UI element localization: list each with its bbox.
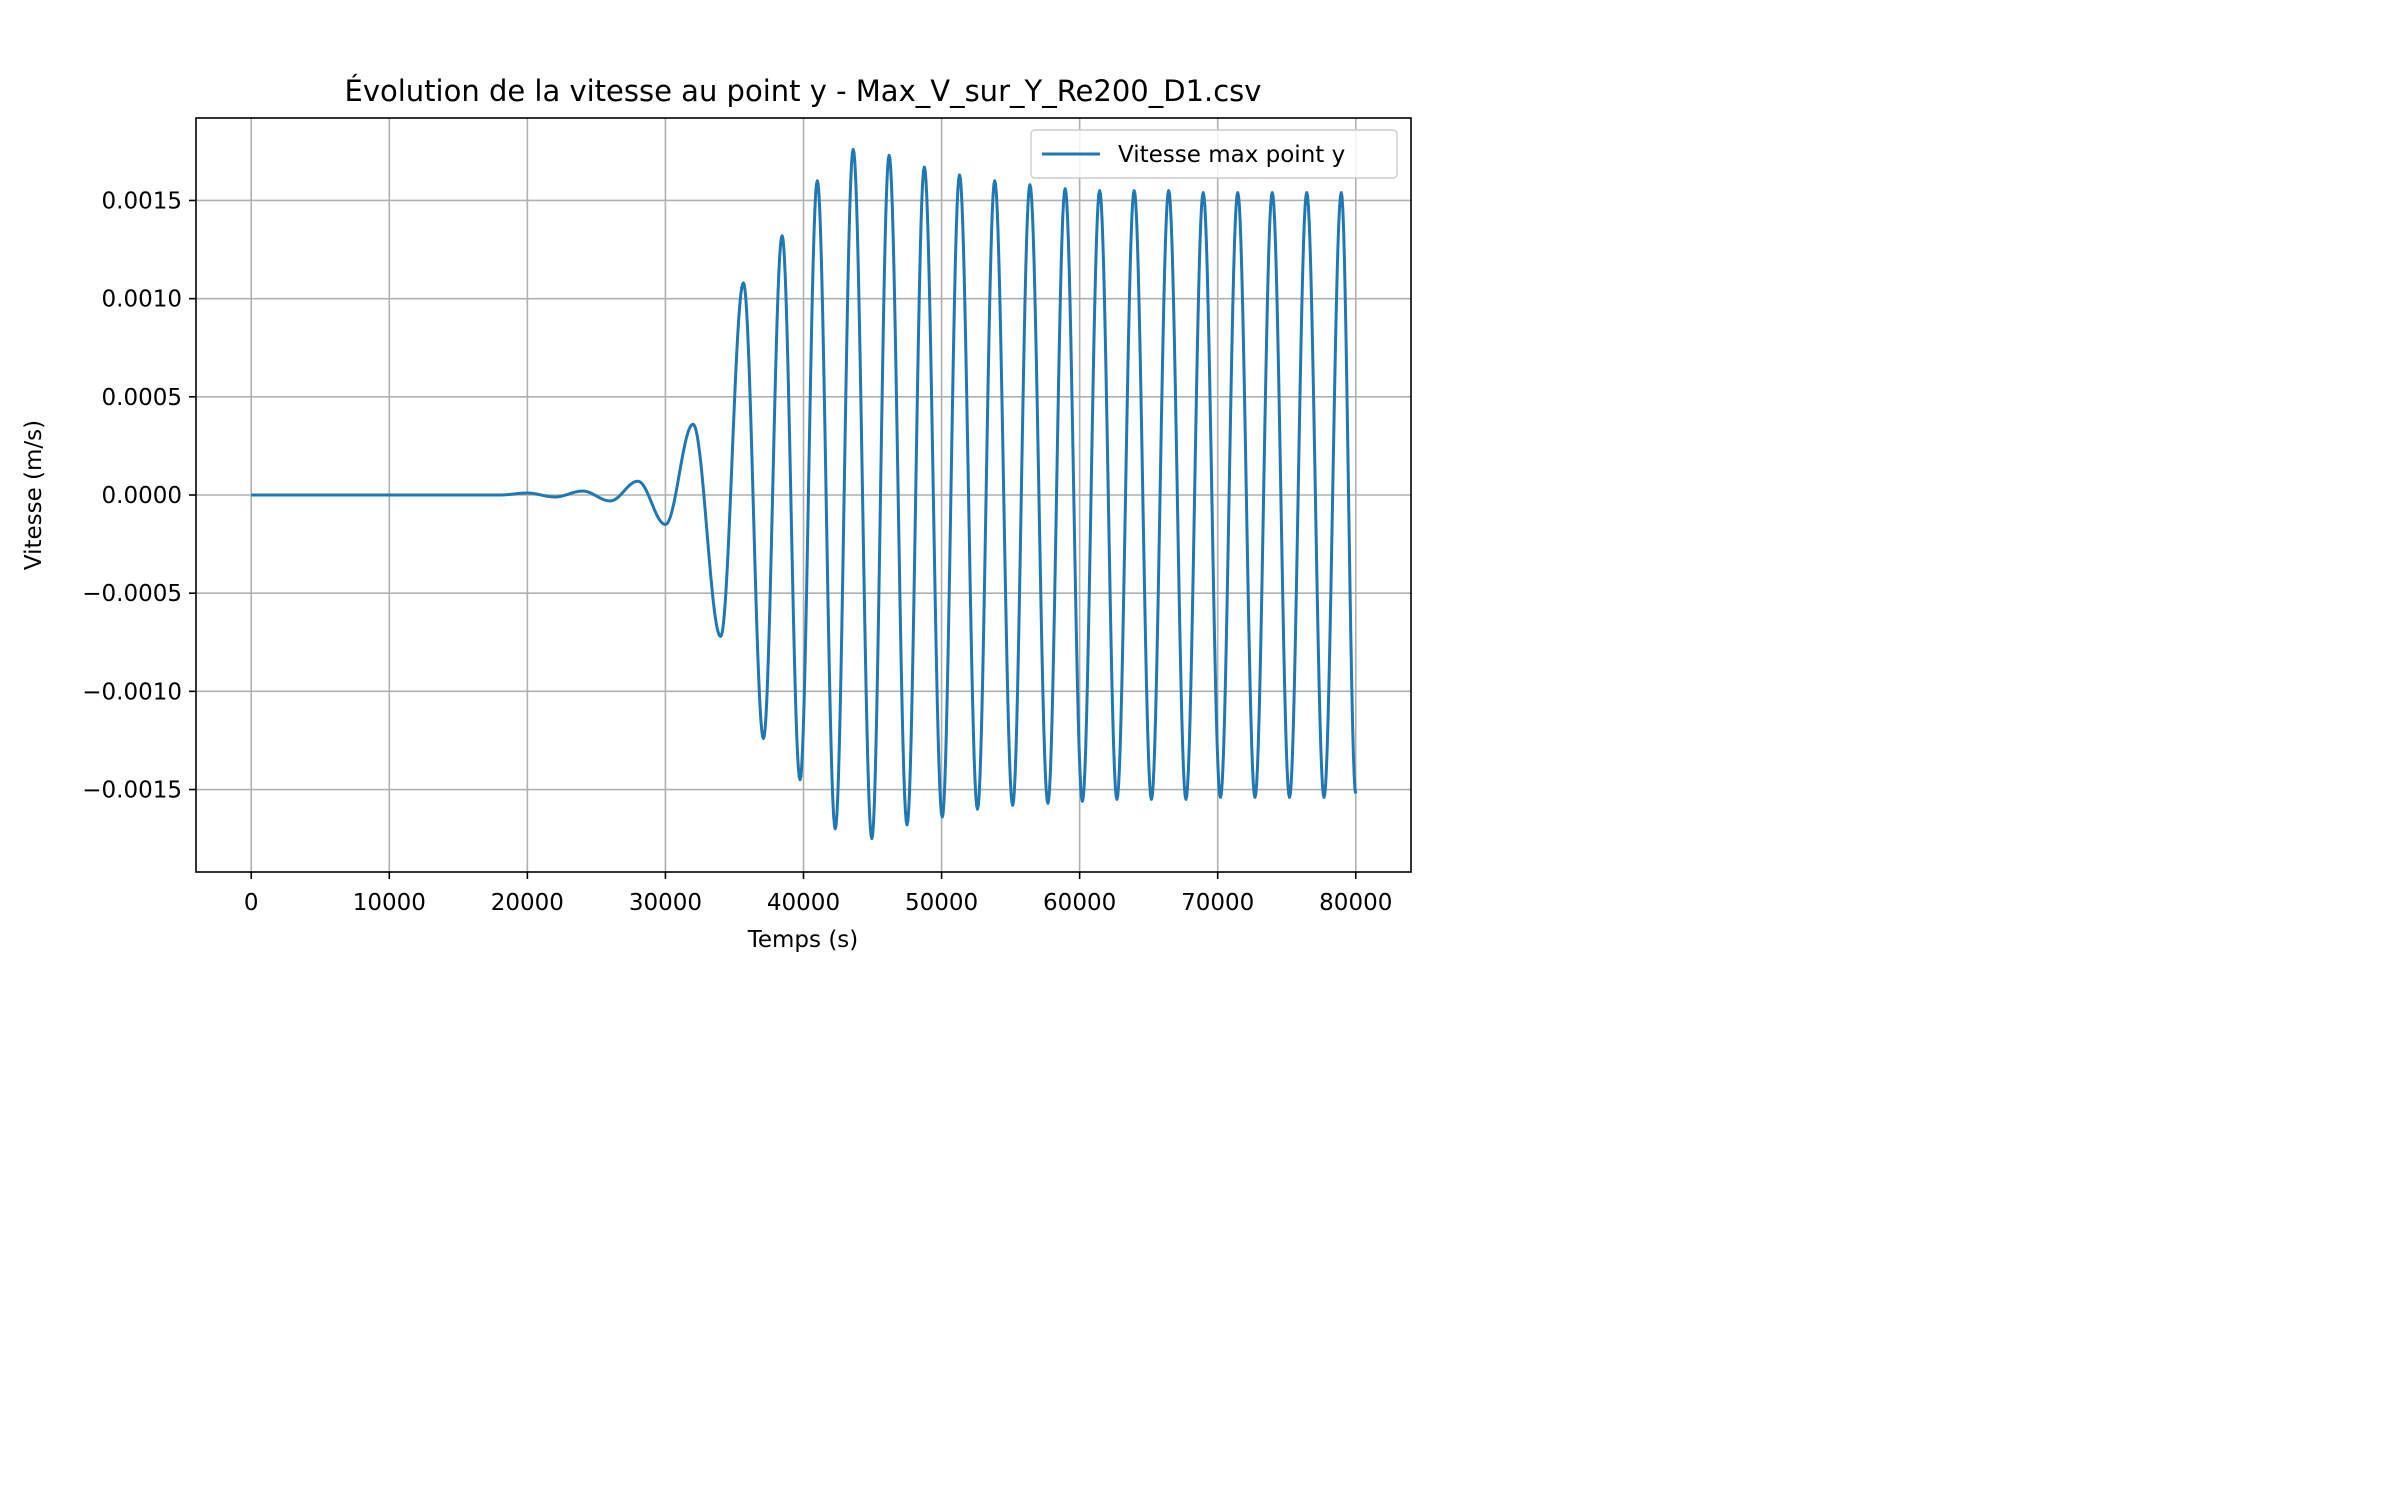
plot-area xyxy=(250,147,1358,841)
y-tick-label: 0.0015 xyxy=(102,188,182,214)
x-tick-label: 0 xyxy=(244,890,259,916)
y-tick-label: −0.0015 xyxy=(82,778,182,804)
legend: Vitesse max point y xyxy=(1030,129,1398,179)
y-tick-label: −0.0010 xyxy=(82,679,182,705)
y-tick-label: 0.0010 xyxy=(102,287,182,313)
x-tick-label: 40000 xyxy=(767,890,840,916)
y-tick-label: −0.0005 xyxy=(82,581,182,607)
x-tick-label: 20000 xyxy=(491,890,564,916)
x-tick-label: 70000 xyxy=(1181,890,1254,916)
legend-label: Vitesse max point y xyxy=(1118,142,1345,168)
x-axis: 0 10000 20000 30000 40000 50000 60000 70000 8000… xyxy=(244,872,1392,916)
series-line xyxy=(250,147,1358,841)
y-axis-label: Vitesse (m/s) xyxy=(21,420,47,570)
x-tick-label: 10000 xyxy=(353,890,426,916)
x-tick-label: 80000 xyxy=(1319,890,1392,916)
x-axis-label: Temps (s) xyxy=(747,927,859,953)
legend-box xyxy=(1030,129,1398,179)
y-tick-label: 0.0000 xyxy=(102,483,182,509)
x-tick-label: 30000 xyxy=(629,890,702,916)
y-tick-label: 0.0005 xyxy=(102,385,182,411)
line-chart: Évolution de la vitesse au point y - Max… xyxy=(0,0,1545,966)
x-tick-label: 60000 xyxy=(1043,890,1116,916)
x-tick-label: 50000 xyxy=(905,890,978,916)
y-axis: −0.0015 −0.0010 −0.0005 0.0000 0.0005 0.0010 0… xyxy=(82,188,196,804)
chart-title: Évolution de la vitesse au point y - Max… xyxy=(345,74,1262,108)
